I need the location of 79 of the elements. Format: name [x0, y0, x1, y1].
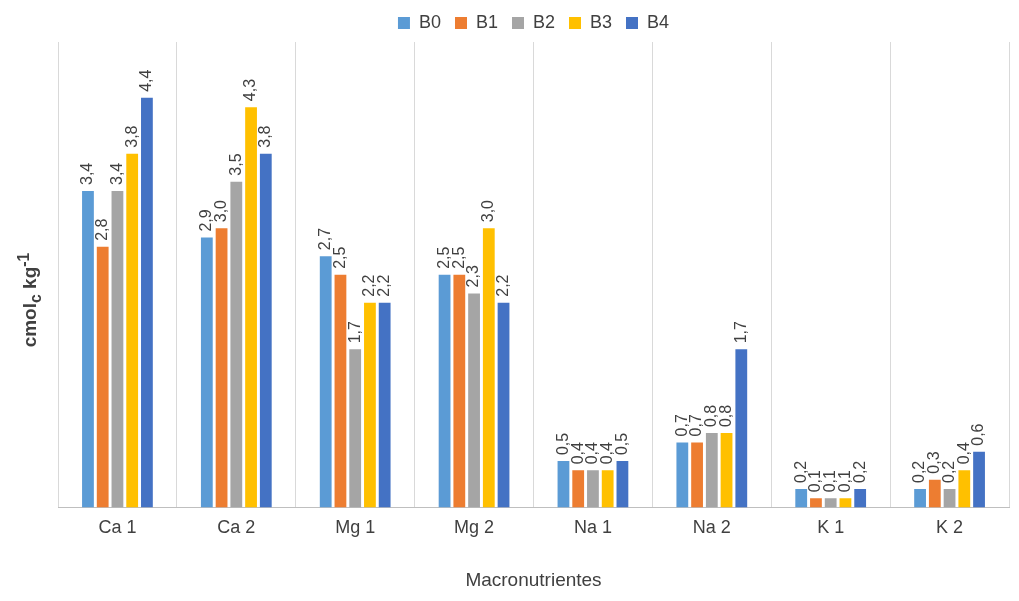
bar	[795, 488, 808, 508]
data-label: 2,2	[493, 274, 511, 297]
bar	[349, 349, 362, 508]
x-tick-label: K 1	[817, 517, 845, 538]
bar	[319, 256, 332, 508]
bar	[111, 190, 124, 508]
bar	[601, 470, 614, 508]
x-tick-label: K 2	[936, 517, 964, 538]
data-label: 2,3	[464, 265, 482, 288]
data-label: 3,8	[256, 125, 274, 148]
bar	[497, 302, 510, 508]
bar	[438, 274, 451, 508]
bar	[126, 153, 139, 508]
data-label: 4,4	[137, 69, 155, 92]
bar	[141, 97, 153, 508]
data-label: 0,4	[598, 442, 616, 465]
bar	[82, 190, 94, 508]
legend-label: B4	[647, 11, 670, 32]
bar	[482, 228, 495, 508]
bar	[334, 274, 347, 508]
bar	[810, 498, 822, 508]
legend-label: B2	[532, 11, 556, 32]
x-axis-title: Macronutrientes	[465, 568, 602, 590]
data-label: 2,8	[93, 218, 111, 241]
data-label: 0,7	[672, 414, 690, 437]
data-label: 0,2	[910, 460, 928, 483]
bar	[720, 433, 733, 508]
bar	[259, 153, 272, 508]
bar	[824, 498, 837, 508]
bar	[572, 470, 585, 508]
x-tick-label: Na 1	[573, 517, 612, 538]
bar	[468, 293, 480, 508]
data-label: 2,5	[434, 246, 452, 269]
bar	[839, 498, 852, 508]
data-label: 0,2	[791, 460, 809, 483]
bar	[914, 488, 926, 508]
bar	[557, 461, 570, 508]
data-label: 3,4	[78, 162, 96, 185]
data-label: 3,8	[122, 125, 140, 148]
data-label: 1,7	[345, 320, 363, 344]
bar	[616, 461, 629, 508]
legend-label: B1	[475, 11, 499, 32]
x-tick-label: Na 2	[692, 517, 731, 538]
data-label: 2,2	[360, 274, 378, 297]
legend-label: B3	[590, 11, 613, 32]
data-label: 0,4	[954, 442, 972, 465]
bar	[854, 488, 867, 508]
data-label: 3,0	[479, 199, 497, 223]
x-tick-label: Mg 1	[335, 517, 376, 538]
data-label: 3,4	[107, 162, 125, 185]
bar	[215, 228, 228, 508]
bar	[943, 488, 956, 508]
data-label: 2,2	[375, 274, 393, 297]
bar	[453, 274, 466, 508]
bar	[96, 246, 109, 508]
bar	[735, 349, 748, 508]
bar	[705, 433, 718, 508]
data-label: 1,7	[731, 320, 749, 344]
bar	[587, 470, 599, 508]
bar	[958, 470, 971, 508]
bar	[676, 442, 689, 508]
x-tick-label: Ca 1	[98, 517, 137, 538]
bar	[245, 107, 257, 508]
data-label: 4,3	[241, 78, 259, 102]
bar	[364, 302, 376, 508]
x-tick-label: Mg 2	[454, 517, 495, 538]
bar	[230, 181, 243, 508]
bar	[200, 237, 213, 508]
legend-label: B0	[418, 11, 441, 32]
bar	[378, 302, 391, 508]
data-label: 0,6	[969, 423, 987, 446]
bar	[691, 442, 703, 508]
data-label: 0,8	[702, 404, 720, 428]
bar	[928, 479, 941, 508]
data-label: 0,1	[821, 469, 839, 493]
x-tick-label: Ca 2	[217, 517, 256, 538]
data-label: 3,5	[226, 153, 244, 176]
data-label: 0,5	[553, 432, 571, 456]
bar	[973, 451, 985, 508]
